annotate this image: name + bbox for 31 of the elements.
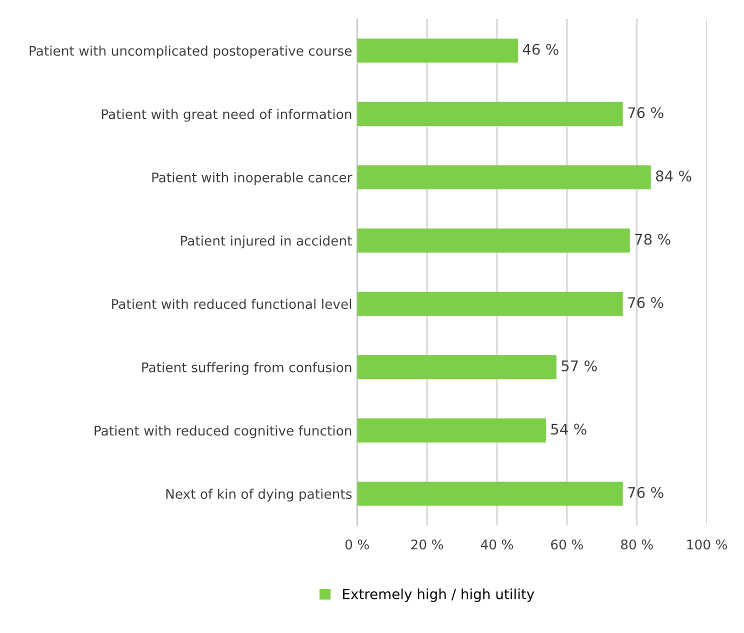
bar bbox=[357, 418, 546, 442]
x-tick-label: 60 % bbox=[551, 540, 583, 550]
y-tick-label: Patient with inoperable cancer bbox=[152, 172, 352, 185]
y-tick-label: Patient with great need of information bbox=[102, 108, 352, 122]
y-tick-label: Patient injured in accident bbox=[181, 236, 352, 248]
data-label: 78 % bbox=[635, 234, 670, 245]
x-tick-label: 80 % bbox=[621, 540, 653, 550]
x-tick-label: 0 % bbox=[345, 540, 369, 550]
data-label: 76 % bbox=[628, 297, 664, 308]
bar bbox=[357, 355, 556, 380]
data-label: 54 % bbox=[551, 424, 586, 435]
data-label: 76 % bbox=[628, 486, 664, 498]
data-label: 57 % bbox=[562, 360, 597, 372]
bar bbox=[357, 482, 623, 506]
data-label: 84 % bbox=[656, 170, 692, 182]
bar bbox=[357, 102, 623, 126]
y-tick-label: Patient suffering from confusion bbox=[142, 362, 352, 375]
y-tick-label: Patient with uncomplicated postoperative course bbox=[30, 46, 352, 58]
data-label: 46 % bbox=[522, 44, 558, 55]
legend-label: Extremely high / high utility bbox=[343, 588, 534, 602]
bar bbox=[357, 228, 630, 253]
x-tick-label: 20 % bbox=[411, 540, 444, 550]
x-tick-label: 100 % bbox=[687, 540, 728, 550]
bar bbox=[357, 165, 651, 190]
bar bbox=[357, 38, 518, 63]
y-tick-label: Next of kin of dying patients bbox=[166, 488, 352, 502]
y-tick-label: Patient with reduced cognitive function bbox=[94, 425, 352, 438]
y-tick-label: Patient with reduced functional level bbox=[112, 298, 352, 310]
bar bbox=[357, 292, 623, 316]
data-label: 76 % bbox=[628, 107, 664, 118]
x-tick-label: 40 % bbox=[480, 540, 514, 550]
